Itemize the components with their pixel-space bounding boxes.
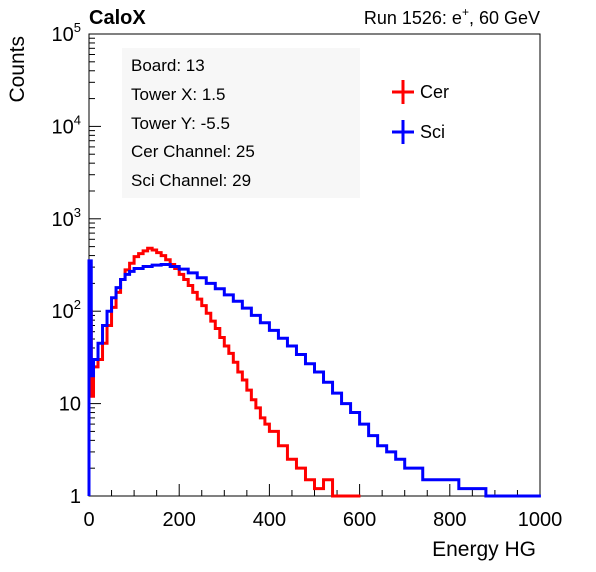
y-axis-title: Counts — [6, 36, 29, 103]
y-tick-label: 102 — [52, 297, 81, 323]
info-box: Board: 13 Tower X: 1.5 Tower Y: -5.5 Cer… — [122, 48, 360, 198]
info-line-board: Board: 13 — [131, 56, 205, 75]
header-right-label: Run 1526: e+, 60 GeV — [364, 5, 540, 28]
x-tick-label: 400 — [253, 509, 286, 531]
legend-entry-sci: Sci — [392, 120, 445, 144]
y-tick-label: 104 — [52, 112, 81, 138]
x-tick-label: 200 — [163, 509, 196, 531]
x-axis-ticks: 0 200 400 600 800 1000 — [83, 484, 562, 531]
legend-entry-cer: Cer — [392, 80, 449, 104]
x-tick-label: 600 — [343, 509, 376, 531]
info-line-tower-x: Tower X: 1.5 — [131, 85, 226, 104]
x-tick-label: 800 — [433, 509, 466, 531]
x-axis-title: Energy HG — [432, 538, 536, 561]
y-tick-label: 105 — [52, 20, 81, 46]
info-line-tower-y: Tower Y: -5.5 — [131, 114, 230, 133]
legend-cer-label: Cer — [420, 82, 449, 102]
header-left-label: CaloX — [89, 7, 146, 29]
header-right-sup: + — [462, 5, 469, 19]
x-tick-label: 0 — [83, 509, 94, 531]
series-line-sci — [87, 259, 541, 498]
y-tick-label: 1 — [70, 486, 81, 508]
y-tick-label: 10 — [59, 394, 81, 416]
series-layer — [87, 246, 541, 498]
legend-sci-label: Sci — [420, 122, 445, 142]
y-tick-label: 103 — [52, 205, 81, 231]
header-right-suffix: , 60 GeV — [469, 8, 540, 28]
legend: Cer Sci — [392, 80, 449, 144]
info-line-sci-channel: Sci Channel: 29 — [131, 171, 251, 190]
info-line-cer-channel: Cer Channel: 25 — [131, 142, 255, 161]
y-axis-ticks: 1 10 102 103 104 105 — [52, 20, 101, 508]
info-box-background — [122, 48, 360, 198]
header-right-prefix: Run 1526: e — [364, 8, 462, 28]
x-tick-label: 1000 — [518, 509, 563, 531]
